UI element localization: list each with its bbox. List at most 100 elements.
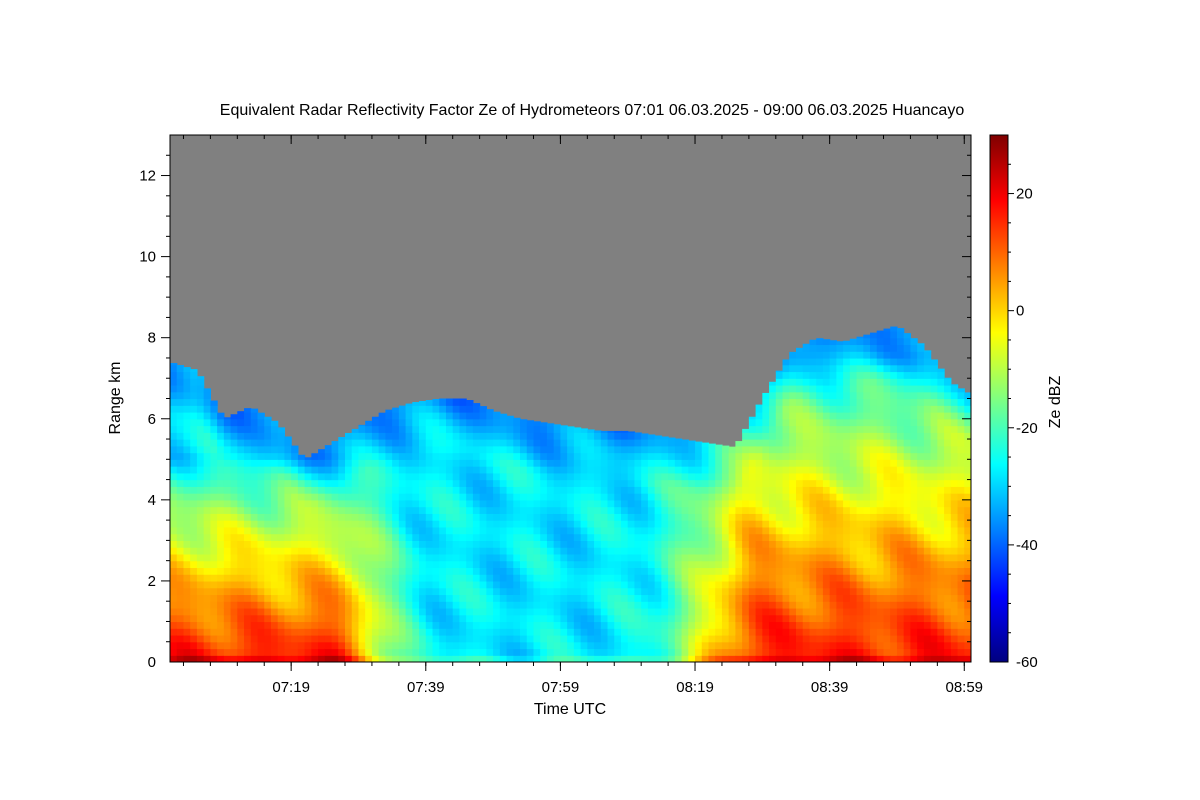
reflectivity-cell [647,506,656,514]
reflectivity-cell [890,641,898,650]
reflectivity-cell [789,513,797,521]
reflectivity-cell [331,466,339,474]
reflectivity-cell [203,445,211,454]
reflectivity-cell [802,364,811,373]
reflectivity-cell [923,486,932,494]
reflectivity-cell [486,493,494,501]
reflectivity-cell [883,384,891,393]
reflectivity-cell [250,567,259,575]
reflectivity-cell [728,506,737,514]
reflectivity-cell [466,400,474,406]
reflectivity-cell [964,479,971,487]
reflectivity-cell [930,621,938,629]
reflectivity-cell [802,540,811,548]
reflectivity-cell [654,614,662,623]
reflectivity-cell [412,607,420,616]
reflectivity-cell [311,648,319,656]
reflectivity-cell [358,424,366,427]
reflectivity-cell [614,560,622,569]
reflectivity-cell [493,547,501,555]
reflectivity-cell [284,587,292,596]
reflectivity-cell [560,425,568,427]
reflectivity-cell [695,553,703,562]
reflectivity-cell [795,459,804,467]
reflectivity-cell [452,547,461,555]
reflectivity-cell [876,330,885,332]
reflectivity-cell [890,357,898,366]
reflectivity-cell [499,452,508,460]
reflectivity-cell [903,391,912,400]
reflectivity-cell [250,452,259,460]
reflectivity-cell [573,587,582,596]
reflectivity-cell [614,594,622,602]
reflectivity-cell [755,533,763,541]
reflectivity-cell [762,540,770,548]
reflectivity-cell [856,459,864,467]
reflectivity-cell [607,432,615,440]
reflectivity-cell [351,553,360,562]
reflectivity-cell [445,398,454,406]
reflectivity-cell [896,601,905,609]
reflectivity-cell [324,628,333,636]
reflectivity-cell [210,641,218,650]
reflectivity-cell [264,452,272,460]
reflectivity-cell [903,398,912,406]
reflectivity-cell [795,445,804,454]
reflectivity-cell [937,553,945,562]
reflectivity-cell [721,587,730,596]
reflectivity-cell [883,594,891,602]
reflectivity-cell [237,486,245,494]
reflectivity-cell [957,587,965,596]
reflectivity-cell [587,601,595,609]
reflectivity-cell [964,547,971,555]
reflectivity-cell [237,452,245,460]
reflectivity-cell [735,560,743,569]
reflectivity-cell [950,648,959,656]
reflectivity-cell [237,472,245,481]
reflectivity-cell [506,553,514,562]
reflectivity-cell [822,499,831,508]
reflectivity-cell [311,513,319,521]
reflectivity-cell [244,445,252,454]
reflectivity-cell [775,547,784,555]
reflectivity-cell [378,648,386,656]
reflectivity-cell [715,641,723,650]
reflectivity-cell [654,513,662,521]
reflectivity-cell [284,648,292,656]
reflectivity-cell [661,594,669,602]
reflectivity-cell [755,587,763,596]
reflectivity-cell [876,432,885,440]
reflectivity-cell [715,587,723,596]
reflectivity-cell [560,432,568,440]
reflectivity-cell [358,580,366,589]
reflectivity-cell [708,533,716,541]
reflectivity-cell [607,472,615,481]
reflectivity-cell [311,628,319,636]
reflectivity-cell [647,648,656,656]
reflectivity-cell [499,621,508,629]
reflectivity-cell [903,459,912,467]
reflectivity-cell [802,445,811,454]
reflectivity-cell [634,553,642,562]
reflectivity-cell [721,601,730,609]
reflectivity-cell [392,452,400,460]
reflectivity-cell [762,634,770,643]
reflectivity-cell [533,479,541,487]
reflectivity-cell [196,526,205,535]
reflectivity-cell [964,412,971,420]
reflectivity-cell [425,526,434,535]
reflectivity-cell [553,540,561,548]
reflectivity-cell [270,594,279,602]
reflectivity-cell [876,594,885,602]
reflectivity-cell [459,439,467,447]
reflectivity-cell [472,655,481,662]
reflectivity-cell [223,418,232,427]
reflectivity-cell [775,553,784,562]
reflectivity-cell [486,621,494,629]
reflectivity-cell [311,587,319,596]
reflectivity-cell [668,634,676,643]
reflectivity-cell [244,601,252,609]
reflectivity-cell [688,641,696,650]
reflectivity-cell [284,540,292,548]
reflectivity-cell [580,428,588,433]
